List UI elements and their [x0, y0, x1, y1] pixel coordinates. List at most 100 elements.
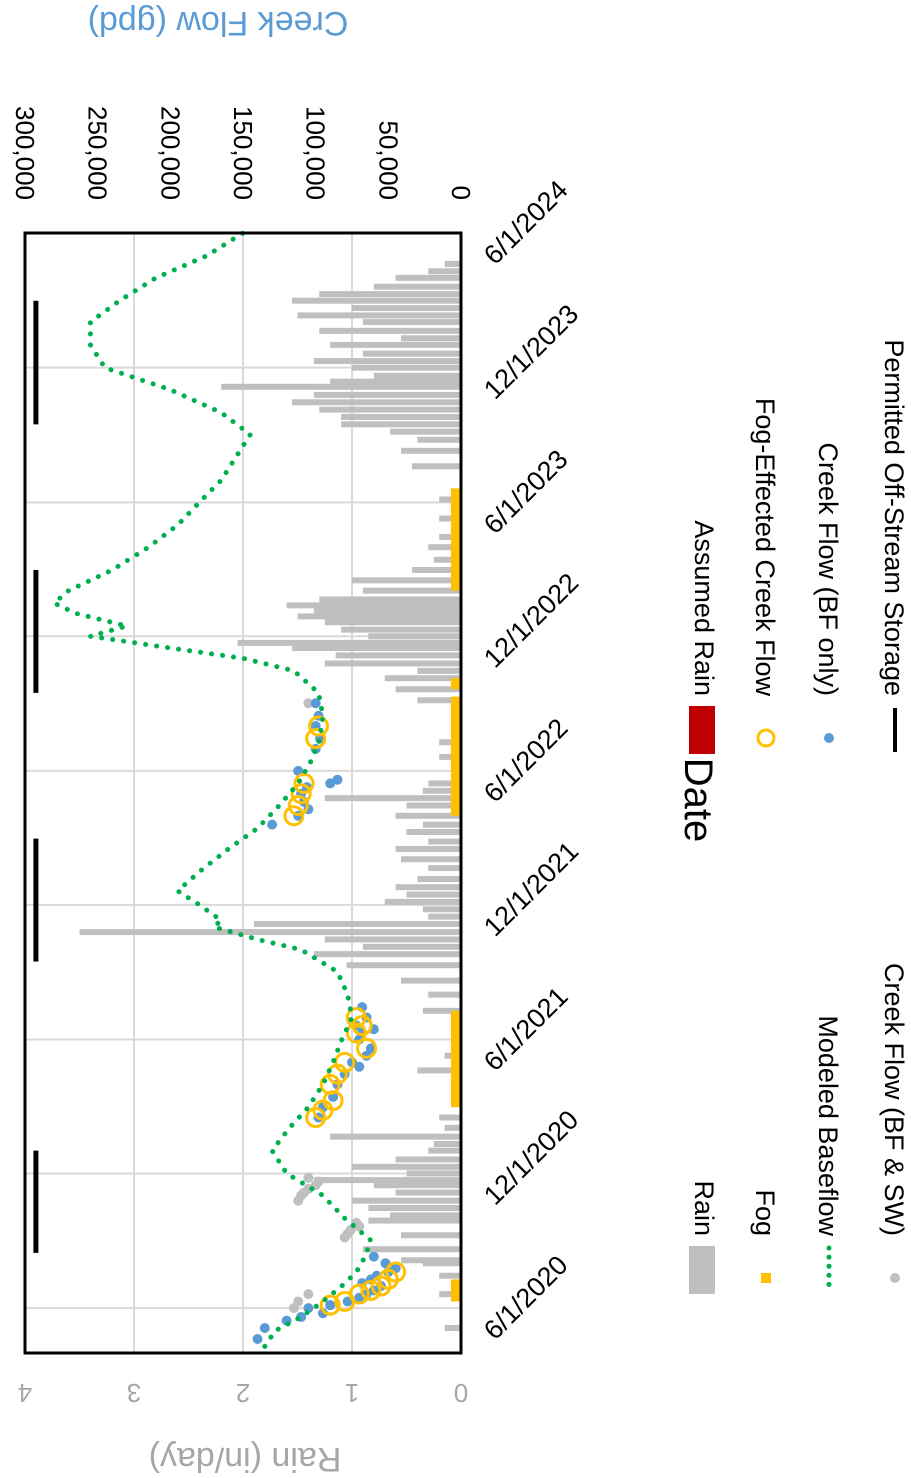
rain-bar [401, 447, 461, 454]
legend-item-storage: Permitted Off-Stream Storage [879, 339, 909, 752]
rain-bar [297, 312, 461, 319]
rain-tick-label: 1 [345, 1378, 359, 1408]
rain-bar [286, 602, 461, 609]
modeled-baseflow-series [49, 230, 374, 1349]
rain-bar [341, 421, 461, 428]
rain-bar [433, 1141, 461, 1148]
rain-bar [319, 291, 461, 298]
rain-bar [428, 865, 461, 872]
rain-bar [428, 991, 461, 998]
fog-effected-point [287, 795, 309, 817]
rain-bar [330, 1133, 461, 1140]
legend-item-fogflow: Fog-Effected Creek Flow [750, 398, 780, 748]
bf-sw-point [313, 1176, 324, 1187]
fog-effected-point [293, 772, 315, 794]
fog-effected-point [348, 1283, 370, 1305]
flow-tick-label: 50,000 [373, 120, 403, 200]
rain-bar [324, 619, 461, 626]
rain-bar [384, 898, 461, 905]
rain-bar [439, 496, 461, 503]
date-tick-label: 6/1/2022 [478, 713, 574, 809]
bf-only-point [293, 765, 304, 776]
rain-bar [362, 319, 461, 326]
flow-tick-label: 0 [446, 186, 476, 200]
rain-bar [368, 1217, 461, 1224]
bf-sw-point [293, 1296, 304, 1307]
date-axis-ticks: 6/1/2020 12/1/2020 6/1/2021 12/1/2021 6/1/20… [478, 175, 584, 1346]
rain-bar [330, 341, 461, 348]
rain-tick-label: 4 [18, 1378, 32, 1408]
fog-effected-point [283, 805, 305, 827]
fog-effected-point [360, 1279, 382, 1301]
rain-bar [439, 1272, 461, 1279]
rain-bar [319, 406, 461, 413]
rain-bar [428, 1147, 461, 1154]
legend-swatch [756, 728, 776, 748]
rain-bar [411, 463, 461, 470]
rain-bar [341, 413, 461, 420]
legend-label: Fog [750, 1189, 780, 1236]
rain-bar [428, 544, 461, 551]
rain-bar [352, 1163, 461, 1170]
rain-bar [417, 667, 461, 674]
rain-bar [352, 577, 461, 584]
legend-swatch [890, 1273, 900, 1283]
rain-bar [313, 1177, 461, 1184]
rain-bar [422, 1007, 461, 1014]
rain-bar [292, 399, 461, 406]
rain-bar [237, 639, 461, 646]
rain-bar [390, 1212, 461, 1219]
rain-bar [417, 876, 461, 883]
date-tick-label: 6/1/2023 [478, 444, 574, 540]
rain-bar [352, 364, 461, 371]
rain-tick-label: 0 [454, 1378, 468, 1408]
date-tick-label: 6/1/2024 [478, 175, 574, 271]
legend-label: Rain [689, 1180, 719, 1236]
rain-bar [362, 587, 461, 594]
fog-period [451, 1010, 461, 1108]
bf-only-point [325, 1300, 336, 1311]
rain-bar [373, 372, 461, 379]
legend-item-bfsw: Creek Flow (BF & SW) [879, 963, 909, 1283]
rain-bar [406, 829, 461, 836]
rain-bar [395, 884, 461, 891]
rain-bar [428, 838, 461, 845]
date-tick-label: 12/1/2023 [478, 299, 584, 405]
rain-bar [428, 780, 461, 787]
rain-bar [395, 686, 461, 693]
bf-only-point [365, 1043, 376, 1054]
legend-item-bfonly: Creek Flow (BF only) [813, 442, 843, 743]
rain-bar [401, 977, 461, 984]
date-tick-label: 12/1/2020 [478, 1105, 584, 1211]
rain-bar [368, 633, 461, 640]
legend-label: Assumed Rain [689, 520, 719, 696]
rain-axis-ticks: 0 1 2 3 4 [18, 1378, 468, 1408]
fog-effected-point [305, 728, 327, 750]
rain-bar [395, 812, 461, 819]
fog-effected-creek-flow-series [283, 715, 407, 1316]
bf-sw-point [303, 698, 314, 709]
rain-bar [401, 1257, 461, 1264]
rain-bar [373, 1182, 461, 1189]
legend-item-baseflow: Modeled Baseflow [813, 1015, 843, 1295]
rain-bar [253, 920, 461, 927]
bf-only-point [310, 698, 321, 709]
flow-tick-label: 150,000 [228, 106, 258, 200]
rain-bar [324, 936, 461, 943]
rain-bar [313, 358, 461, 365]
rain-bar [411, 567, 461, 574]
rain-bar [330, 378, 461, 385]
rain-bar [362, 1246, 461, 1253]
plot-border [23, 231, 463, 1355]
flow-tick-label: 250,000 [83, 106, 113, 200]
rain-bar [395, 845, 461, 852]
rain-bar [422, 787, 461, 794]
rain-bar [324, 660, 461, 667]
bf-sw-point [303, 1289, 314, 1300]
legend-label: Modeled Baseflow [813, 1015, 843, 1236]
flow-tick-label: 300,000 [10, 106, 40, 200]
date-tick-label: 6/1/2020 [478, 1250, 574, 1346]
rain-bar [444, 1324, 461, 1331]
rain-bar [341, 626, 461, 633]
